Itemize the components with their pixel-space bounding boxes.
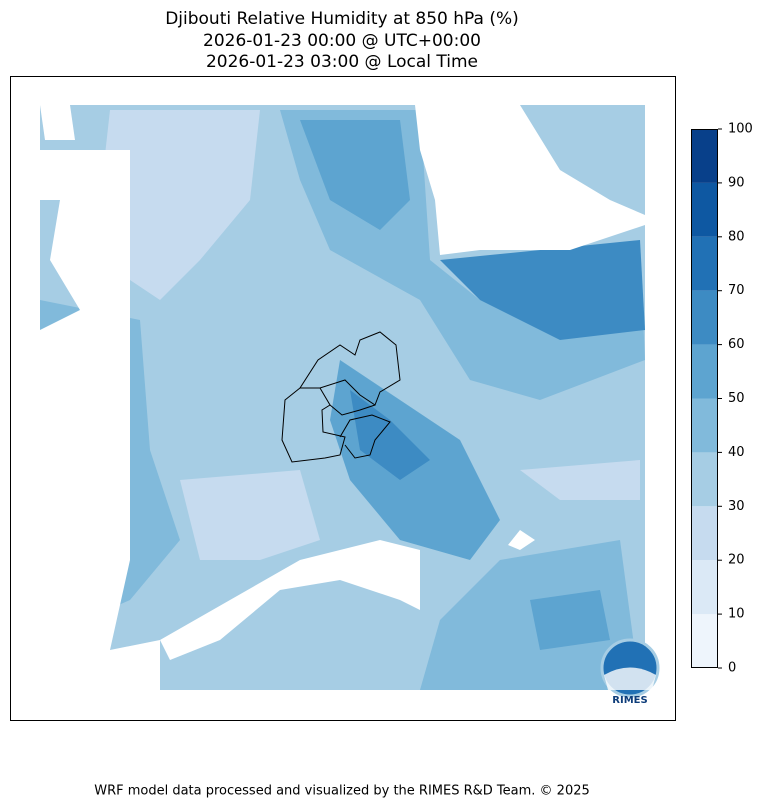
logo-text: RIMES (612, 695, 647, 706)
field-patch (530, 590, 610, 650)
no-data (40, 640, 160, 690)
djibouti-borders (281, 331, 401, 463)
field-patch (420, 540, 640, 690)
colorbar: 0 10 20 30 40 50 60 70 80 90 100 (691, 122, 753, 676)
colorbar-segment (691, 560, 718, 615)
colorbar-tick-label: 10 (728, 607, 745, 622)
colorbar-tick-label: 80 (728, 229, 745, 244)
colorbar-segment (691, 236, 718, 291)
colorbar-segment (691, 506, 718, 561)
colorbar-segment (691, 290, 718, 345)
field-patch (300, 120, 410, 230)
colorbar-outline (691, 129, 718, 668)
no-data (40, 150, 130, 650)
no-data (508, 530, 535, 550)
colorbar-segment (691, 614, 718, 668)
colorbar-segment (691, 398, 718, 453)
field-patch (440, 240, 645, 340)
map: RIMES (40, 105, 660, 706)
colorbar-tick-label: 30 (728, 499, 745, 514)
field-patch (350, 390, 430, 480)
colorbar-tick-label: 20 (728, 553, 745, 568)
no-data (40, 105, 75, 140)
colorbar-tick-label: 70 (728, 283, 745, 298)
field-patch (180, 470, 320, 560)
colorbar-tick-label: 40 (728, 445, 745, 460)
no-data (415, 105, 645, 255)
colorbar-tick-label: 100 (728, 122, 753, 137)
colorbar-segment (691, 344, 718, 399)
map-frame (10, 76, 676, 721)
no-data (160, 540, 420, 660)
logo: RIMES (600, 638, 660, 706)
colorbar-tick-label: 0 (728, 661, 736, 676)
field-patch (100, 110, 260, 300)
colorbar-segment (691, 452, 718, 507)
footer: WRF model data processed and visualized … (94, 784, 590, 799)
title-line: Djibouti Relative Humidity at 850 hPa (%… (165, 9, 519, 29)
title-line: 2026-01-23 00:00 @ UTC+00:00 (203, 31, 481, 51)
title-line: 2026-01-23 03:00 @ Local Time (206, 52, 478, 72)
field-patch (520, 460, 640, 500)
colorbar-tick-label: 60 (728, 337, 745, 352)
colorbar-tick-label: 50 (728, 391, 745, 406)
colorbar-segment (691, 182, 718, 237)
colorbar-segment (691, 129, 718, 183)
colorbar-tick-label: 90 (728, 175, 745, 190)
